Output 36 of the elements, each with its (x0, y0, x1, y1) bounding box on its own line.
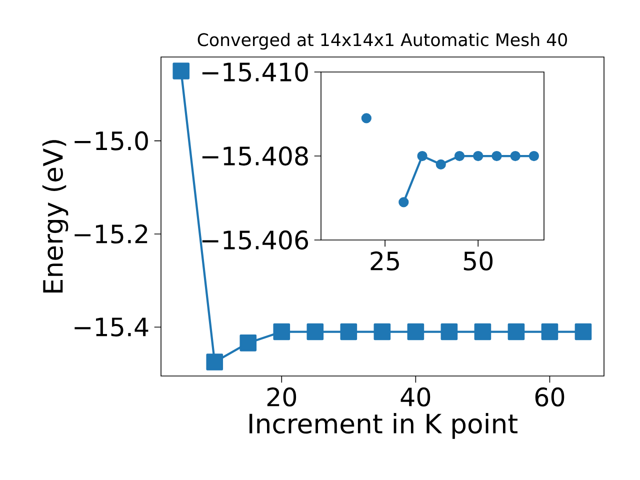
y-tick-label: −15.0 (74, 131, 148, 150)
x-tick-label: 60 (535, 387, 564, 407)
y-tick-label: −15.408 (202, 146, 308, 166)
x-tick-label: 25 (370, 251, 399, 271)
x-axis-title: Increment in K point (250, 413, 518, 439)
point (492, 150, 502, 162)
point (473, 150, 484, 162)
y-tick-label: −15.4 (74, 318, 148, 337)
point (574, 323, 592, 340)
point (361, 113, 372, 124)
chart-title: Converged at 14x14x1 Automatic Mesh 40 (198, 32, 567, 50)
x-tick-label: 40 (400, 387, 430, 407)
point (240, 334, 257, 352)
point (541, 323, 558, 340)
point (340, 323, 358, 340)
y-tick-label: −15.2 (74, 224, 148, 244)
y-tick-label: −15.410 (202, 62, 308, 82)
point (454, 150, 465, 162)
point (528, 150, 540, 162)
point (474, 323, 492, 340)
point (172, 62, 190, 80)
point (508, 323, 525, 340)
point (398, 197, 409, 208)
point (273, 323, 290, 340)
point (510, 150, 520, 162)
point (206, 354, 224, 370)
point (417, 150, 428, 162)
y-axis-title: Energy (eV) (42, 140, 68, 293)
point (436, 159, 446, 170)
point (306, 323, 324, 340)
x-tick-label: 50 (464, 251, 493, 271)
x-tick-label: 20 (267, 387, 296, 407)
point (374, 323, 391, 340)
y-tick-label: −15.406 (202, 230, 308, 250)
point (407, 323, 424, 340)
point (440, 323, 458, 340)
